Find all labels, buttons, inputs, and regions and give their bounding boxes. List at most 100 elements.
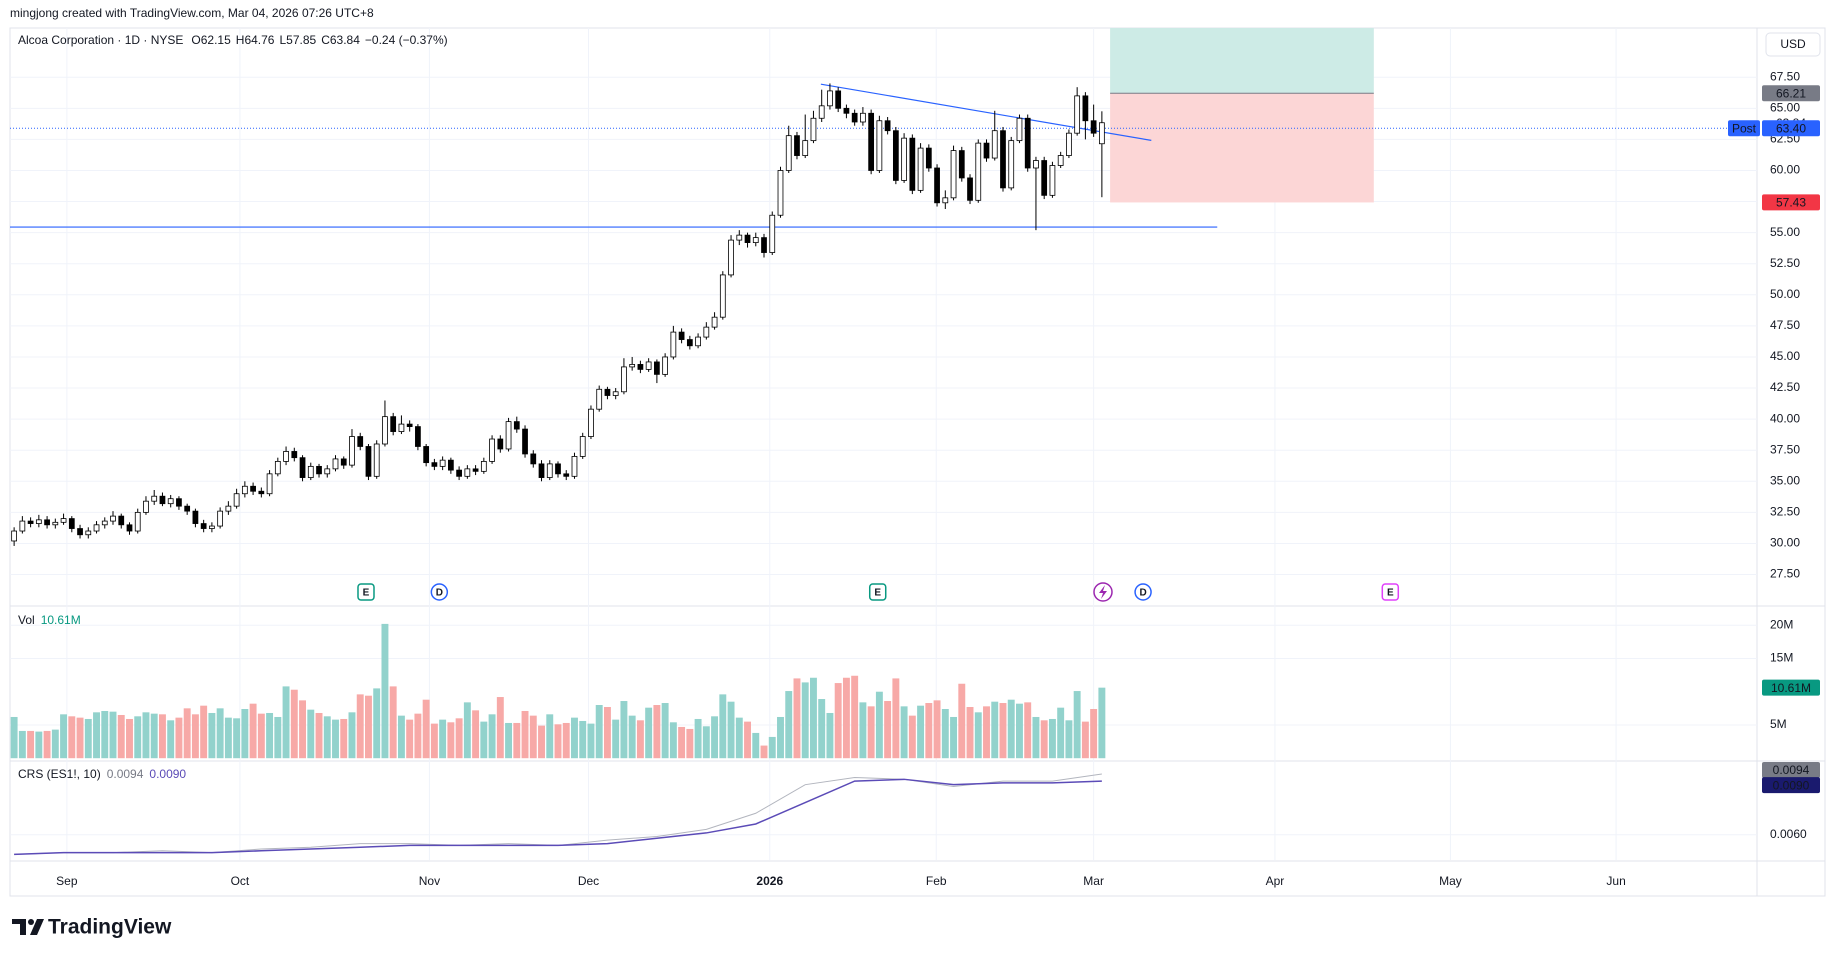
volume-bar xyxy=(93,712,100,759)
candle-body xyxy=(1099,122,1105,145)
volume-bar xyxy=(224,717,232,759)
candle-body xyxy=(52,521,59,526)
candle-body xyxy=(44,519,50,526)
candle-body xyxy=(192,510,199,524)
candle-body xyxy=(1033,160,1039,169)
candle-body xyxy=(291,451,298,459)
candle-body xyxy=(728,239,734,276)
volume-bar xyxy=(628,715,636,759)
x-tick-label: Sep xyxy=(56,874,78,888)
candle-body xyxy=(571,456,578,477)
event-icon[interactable]: D xyxy=(1134,583,1152,601)
volume-bar xyxy=(496,697,504,759)
candle-body xyxy=(579,436,586,457)
candle-body xyxy=(827,90,833,107)
volume-bar xyxy=(974,712,982,759)
volume-bar xyxy=(27,730,35,759)
crs-last-label-box xyxy=(1762,761,1820,778)
volume-bar xyxy=(348,712,356,759)
volume-bar xyxy=(1057,707,1065,759)
candle-body xyxy=(126,524,133,532)
volume-bar xyxy=(851,675,859,759)
volume-bar xyxy=(529,715,537,759)
volume-bar xyxy=(603,707,611,759)
logo-dot xyxy=(28,919,34,925)
candle-body xyxy=(637,364,644,370)
candle-body xyxy=(134,511,141,532)
y-tick-label: 15M xyxy=(1770,651,1793,665)
crs-legend: CRS (ES1!, 10) 0.0094 0.0090 xyxy=(18,767,186,781)
volume-bar xyxy=(1016,703,1023,759)
volume-last-label: 10.61M xyxy=(1771,681,1811,695)
logo-mark xyxy=(12,919,26,935)
ohlc-prefix: L xyxy=(279,33,286,47)
candle-body xyxy=(744,234,751,243)
stop-price-label-box xyxy=(1762,194,1820,211)
candle-body xyxy=(604,388,611,396)
volume-bar xyxy=(571,717,578,759)
y-tick-label: 55.00 xyxy=(1770,225,1800,239)
volume-bar xyxy=(744,721,751,759)
volume-bar xyxy=(68,716,76,759)
candle-body xyxy=(1082,95,1089,122)
candle-body xyxy=(612,391,619,396)
volume-bar xyxy=(809,677,817,759)
volume-bar xyxy=(768,736,776,759)
candle-body xyxy=(365,446,372,477)
volume-bar xyxy=(290,689,298,759)
candle-body xyxy=(176,498,182,507)
candle-body xyxy=(802,140,809,156)
candle-body xyxy=(917,147,924,191)
volume-bar xyxy=(917,705,925,759)
volume-bar xyxy=(117,714,125,759)
volume-bar xyxy=(208,712,216,759)
volume-bar xyxy=(1073,691,1081,759)
logo-text: TradingView xyxy=(48,916,172,939)
split-event-icon[interactable] xyxy=(1093,582,1113,602)
candle-body xyxy=(1000,130,1006,189)
volume-bar xyxy=(257,713,265,759)
volume-bar xyxy=(686,728,694,759)
candle-body xyxy=(1008,140,1015,189)
candle-body xyxy=(621,366,627,393)
candle-body xyxy=(678,331,685,340)
volume-bar xyxy=(1048,718,1056,759)
volume-bar xyxy=(505,722,513,759)
currency[interactable]: USD xyxy=(1780,37,1806,51)
event-icon[interactable]: E xyxy=(1381,583,1400,601)
volume-bar xyxy=(546,714,554,759)
candle-body xyxy=(332,458,339,470)
volume-bar xyxy=(10,716,18,759)
volume-bar xyxy=(554,724,562,759)
volume-bar xyxy=(884,701,892,759)
candle-body xyxy=(703,326,710,338)
event-badge xyxy=(1381,583,1400,601)
volume-bar xyxy=(1081,721,1089,759)
candle-body xyxy=(241,485,248,495)
volume-bar xyxy=(397,715,405,759)
event-icon[interactable]: E xyxy=(357,583,375,601)
x-tick-label: Apr xyxy=(1266,874,1285,888)
candle-body xyxy=(645,361,652,370)
symbol-legend: Alcoa Corporation · 1D · NYSE O62.15 H64.7… xyxy=(18,33,448,47)
candle-body xyxy=(299,457,306,478)
candle-body xyxy=(464,468,471,477)
candle-body xyxy=(118,515,125,526)
y-tick-label: 67.50 xyxy=(1770,69,1800,83)
candle-body xyxy=(340,458,347,466)
candle-body xyxy=(892,130,899,181)
candle-body xyxy=(472,468,479,472)
event-label: E xyxy=(874,588,881,599)
y-tick-label: 40.00 xyxy=(1770,411,1800,425)
volume-bar xyxy=(422,699,430,759)
event-icon[interactable]: E xyxy=(868,583,887,601)
x-tick-label: Feb xyxy=(926,874,947,888)
event-icon[interactable]: D xyxy=(430,583,449,601)
candle-body xyxy=(19,520,26,532)
event-badge xyxy=(357,583,375,601)
candle-body xyxy=(835,90,842,109)
volume-bar xyxy=(991,701,999,759)
currency-button[interactable] xyxy=(1765,32,1821,57)
candle-body xyxy=(876,120,883,171)
x-tick-label: May xyxy=(1439,874,1462,888)
